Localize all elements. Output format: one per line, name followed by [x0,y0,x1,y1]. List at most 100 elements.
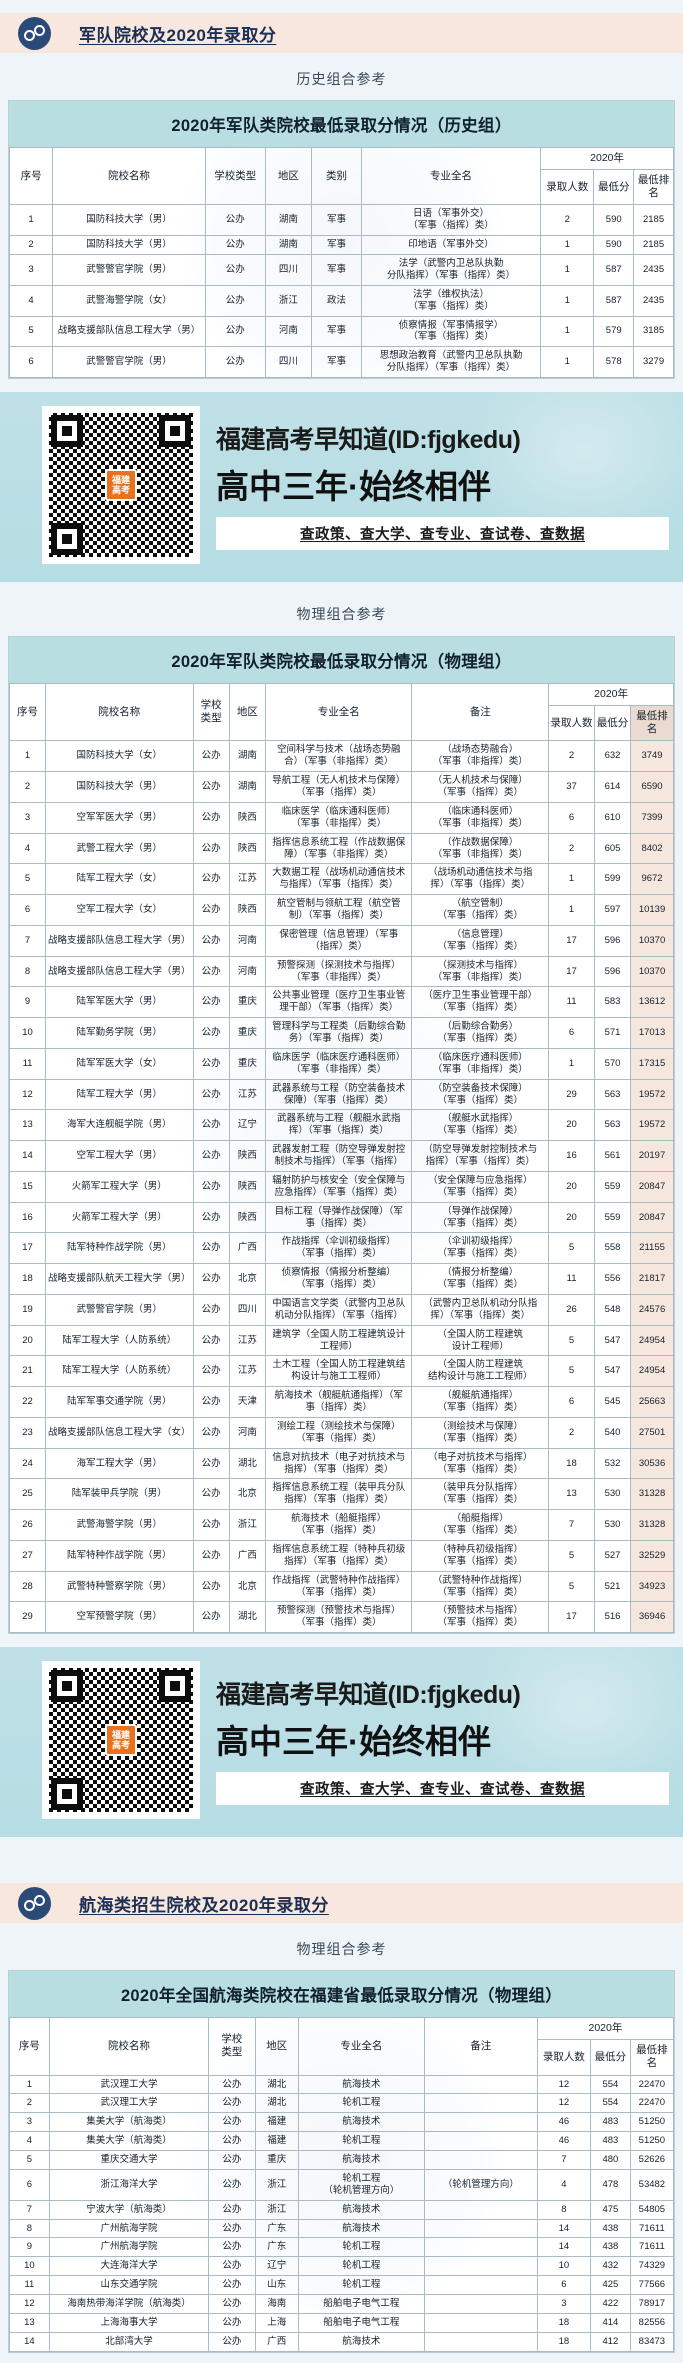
cell-rank: 9672 [630,863,674,896]
cell-major: 指挥信息系统工程（特种兵初级 指挥）（军事（指挥）类） [264,1539,413,1572]
cell-school: 武警特种警察学院（男） [45,1570,194,1603]
cell-type: 公办 [192,1539,230,1572]
cell-score: 554 [589,2093,631,2114]
table-head: 序号 院校名称 学校 类型 地区 专业全名 备注 2020年 录取人数 最低分 … [9,682,674,742]
subtitle-history: 历史组合参考 [296,71,387,87]
cell-region: 陕西 [228,801,266,834]
table-row: 6 武警警官学院（男） 公办 四川 军事 思想政治教育（武警内卫总队执勤 分队指挥）（军事… [9,346,674,378]
cell-type: 公办 [192,1570,230,1603]
cell-no: 13 [9,1109,47,1142]
cell-no: 24 [9,1447,47,1480]
cell-category: 政法 [311,284,362,317]
cell-rank: 71611 [629,2237,674,2258]
cell-enrolled: 17 [548,1601,595,1634]
qr-center-logo: 福建 高考 [105,1724,137,1757]
cell-major: 临床医学（临床医疗通科医师） （军事（非指挥）类） [264,1047,413,1080]
cell-no: 1 [9,740,47,773]
cell-type: 公办 [192,1047,230,1080]
table-history: 序号 院校名称 学校类型 地区 类别 专业全名 2020年 录取人数 最低分 最… [9,146,674,378]
cell-rank: 51250 [629,2112,674,2133]
table-row: 17 陆军特种作战学院（男） 公办 广西 作战指挥（伞训初级指挥） （军事（指挥）类）（… [9,1232,674,1265]
cell-remark: （情报分析整编） （军事（指挥）类） [411,1263,550,1295]
cell-school: 陆军工程大学（人防系统） [45,1355,194,1388]
cell-school: 陆军装甲兵学院（男） [45,1478,194,1511]
cell-school: 上海海事大学 [48,2312,210,2333]
cell-score: 545 [593,1386,632,1418]
promo-banner-1[interactable]: 福建 高考 福建高考早知道(ID:fjgkedu) 高中三年·始终相伴 查政策、… [0,392,683,582]
cell-school: 陆军工程大学（人防系统） [45,1324,194,1357]
cell-major: 作战指挥（武警特种作战指挥） （军事（指挥）类） [264,1570,413,1603]
subtitle-physics-wrap: 物理组合参考 [0,582,683,636]
cell-no: 4 [9,2131,50,2151]
qr-code-icon[interactable]: 福建 高考 [49,413,193,557]
qr-code-frame[interactable]: 福建 高考 [42,406,200,564]
cell-rank: 17013 [630,1017,674,1049]
cell-no: 13 [9,2312,50,2333]
cell-major: 指挥信息系统工程（装甲兵分队 指挥）（军事（指挥）类） [264,1478,413,1511]
cell-no: 28 [9,1570,47,1603]
cell-major: 管理科学与工程类（后勤综合勤 务）（军事（指挥）类） [264,1017,413,1049]
cell-no: 14 [9,2331,50,2352]
cell-no: 10 [9,2256,50,2277]
cell-score: 540 [593,1416,632,1449]
cell-school: 广州航海学院 [48,2218,210,2239]
cell-rank: 51250 [629,2131,674,2151]
th-min-rank: 最低排名 [630,705,674,742]
cell-school: 火箭军工程大学（男） [45,1201,194,1234]
cell-type: 公办 [204,254,266,286]
section-header-military: 军队院校及2020年录取分 [0,0,683,53]
cell-school: 武警海警学院（男） [45,1509,194,1541]
cell-score: 548 [593,1293,632,1326]
cell-no: 9 [9,2237,50,2258]
cell-region: 广东 [254,2218,299,2239]
cell-enrolled: 14 [536,2218,591,2239]
cell-no: 16 [9,1201,47,1234]
cell-remark [423,2312,538,2333]
cell-remark: （轮机管理方向） [423,2168,538,2201]
cell-rank: 3279 [633,346,674,378]
cell-score: 483 [589,2112,631,2133]
th-min-rank: 最低排名 [629,2039,674,2076]
cell-remark: （武警内卫总队机动分队指 挥）（军事（指挥）类） [411,1293,550,1326]
cell-region: 湖南 [228,740,266,773]
table-row: 6 浙江海洋大学 公办 浙江 轮机工程 （轮机管理方向） （轮机管理方向） 4 478 5348… [9,2168,674,2201]
table-row: 24 海军工程大学（男） 公办 湖北 信息对抗技术（电子对抗技术与 指挥）（军事（指挥）… [9,1447,674,1480]
cell-rank: 53482 [629,2168,674,2201]
cell-region: 浙江 [228,1509,266,1541]
spacer [0,379,683,392]
cell-no: 25 [9,1478,47,1511]
cell-type: 公办 [192,771,230,803]
cell-type: 公办 [192,1017,230,1049]
cell-rank: 24954 [630,1324,674,1357]
th-year: 2020年 [540,146,674,171]
th-min-rank: 最低排名 [633,169,674,206]
cell-remark: （战场态势融合） （军事（非指挥）类） [411,740,550,773]
cell-no: 4 [9,832,47,865]
table-row: 29 空军预警学院（男） 公办 湖北 预警探测（预警技术与指挥） （军事（指挥）类） （预… [9,1601,674,1634]
cell-major: 法学（武警内卫总队执勤 分队指挥）（军事（指挥）类） [360,254,542,286]
cell-no: 10 [9,1017,47,1049]
cell-remark: （测绘技术与保障） （军事（指挥）类） [411,1416,550,1449]
cell-remark: （探测技术与指挥） （军事（非指挥）类） [411,955,550,988]
cell-type: 公办 [192,1201,230,1234]
cell-school: 重庆交通大学 [48,2150,210,2170]
cell-remark [423,2093,538,2114]
cell-remark: （作战数据保障） （军事（非指挥）类） [411,832,550,865]
cell-region: 江苏 [228,1355,266,1388]
qr-code-frame[interactable]: 福建 高考 [42,1661,200,1820]
promo-banner-2[interactable]: 福建 高考 福建高考早知道(ID:fjgkedu) 高中三年·始终相伴 查政策、… [0,1647,683,1838]
cell-school: 空军工程大学（女） [45,894,194,926]
table-row: 1 国防科技大学（男） 公办 湖南 军事 日语（军事外交） （军事（指挥）类） 2 590 21… [9,204,674,237]
table-row: 15 火箭军工程大学（男） 公办 陕西 辐射防护与核安全（安全保障与 应急指挥）（军事（… [9,1170,674,1203]
cell-type: 公办 [208,2275,256,2295]
cell-region: 江苏 [228,1078,266,1111]
table-row: 18 战略支援部队航天工程大学（男） 公办 北京 侦察情报（情报分析整编） （军事（指挥… [9,1263,674,1295]
cell-region: 上海 [254,2312,299,2333]
cell-no: 3 [9,254,54,286]
table-row: 4 武警海警学院（女） 公办 浙江 政法 法学（维权执法） （军事（指挥）类） 1 587 24… [9,284,674,317]
table-row: 21 陆军工程大学（人防系统） 公办 江苏 土木工程（全国人防工程建筑结 构设计与施工工… [9,1355,674,1388]
cell-category: 军事 [311,235,362,255]
cell-score: 438 [589,2218,631,2239]
cell-school: 广州航海学院 [48,2237,210,2258]
qr-code-icon[interactable]: 福建 高考 [49,1668,193,1813]
